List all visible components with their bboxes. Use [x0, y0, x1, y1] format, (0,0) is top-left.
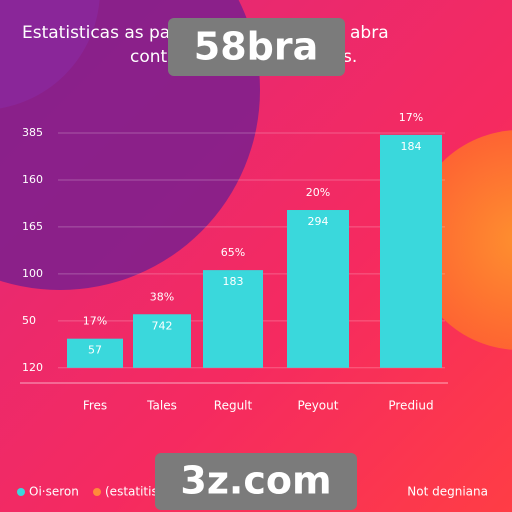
bar-annotation: 183 — [223, 275, 244, 288]
legend-label: (estatitis — [105, 485, 158, 499]
x-tick-label: Peyout — [298, 399, 339, 413]
y-tick-label: 385 — [22, 126, 43, 139]
y-tick-label: 120 — [22, 361, 43, 374]
x-tick-label: Tales — [146, 399, 177, 413]
watermark-box — [155, 453, 357, 510]
chart-title: abra — [350, 23, 389, 43]
bar-annotation: 20% — [306, 186, 330, 199]
x-tick-label: Regult — [214, 399, 253, 413]
y-tick-label: 100 — [22, 267, 43, 280]
bar-annotation: 17% — [399, 111, 423, 124]
bar — [133, 314, 191, 368]
bar-annotation: 38% — [150, 290, 174, 303]
bar — [67, 338, 123, 368]
y-tick-label: 160 — [22, 173, 43, 186]
y-tick-label: 50 — [22, 314, 36, 327]
chart-title: Estatisticas as pa — [22, 23, 170, 43]
bar — [380, 134, 442, 368]
bar-annotation: 65% — [221, 246, 245, 259]
x-tick-label: Fres — [83, 399, 107, 413]
bar — [203, 270, 263, 368]
bar-annotation: 294 — [308, 215, 329, 228]
watermark: 3z.com — [180, 459, 331, 503]
bar-annotation: 57 — [88, 344, 102, 357]
y-tick-label: 165 — [22, 220, 43, 233]
legend-swatch — [17, 488, 25, 496]
legend-swatch — [93, 488, 101, 496]
bar-annotation: 742 — [152, 319, 173, 332]
legend-label: Oi·seron — [29, 485, 79, 499]
chart-title: s. — [343, 47, 357, 67]
bar-annotation: 17% — [83, 315, 107, 328]
x-tick-label: Prediud — [388, 399, 433, 413]
chart-title: cont — [130, 47, 168, 67]
watermark: 58bra — [194, 25, 318, 69]
bar-annotation: 184 — [401, 140, 422, 153]
decor-circle — [0, 0, 100, 109]
bar — [287, 210, 349, 368]
watermark-box — [168, 18, 345, 76]
footnote: Not degniana — [407, 485, 488, 499]
